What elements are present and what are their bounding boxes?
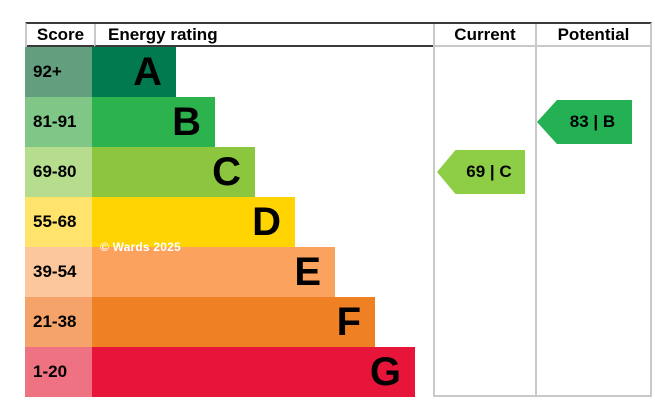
band-score-range: 55-68 bbox=[25, 197, 92, 247]
band-score-range: 39-54 bbox=[25, 247, 92, 297]
band-letter: E bbox=[294, 250, 321, 294]
epc-band-row-g: 1-20 G bbox=[25, 347, 652, 397]
epc-chart: Score Energy rating Current Potential 92… bbox=[25, 22, 652, 397]
epc-band-row-e: 39-54 E bbox=[25, 247, 652, 297]
epc-band-row-a: 92+ A bbox=[25, 47, 652, 97]
band-score-range: 1-20 bbox=[25, 347, 92, 397]
band-letter: A bbox=[133, 50, 162, 94]
potential-rating-arrow: 83 | B bbox=[537, 100, 632, 144]
band-letter: F bbox=[336, 300, 361, 344]
epc-band-row-b: 81-91 B bbox=[25, 97, 652, 147]
band-bar: B bbox=[92, 97, 215, 147]
epc-band-row-d: 55-68 D bbox=[25, 197, 652, 247]
band-bar: F bbox=[92, 297, 375, 347]
band-bar: E bbox=[92, 247, 335, 297]
band-score-range: 92+ bbox=[25, 47, 92, 97]
epc-header-row: Score Energy rating Current Potential bbox=[25, 22, 652, 47]
header-potential: Potential bbox=[535, 24, 650, 47]
band-bar: D bbox=[92, 197, 295, 247]
band-letter: D bbox=[252, 200, 281, 244]
band-score-range: 21-38 bbox=[25, 297, 92, 347]
current-rating-arrow: 69 | C bbox=[437, 150, 525, 194]
band-letter: C bbox=[212, 150, 241, 194]
band-bar: A bbox=[92, 47, 176, 97]
band-score-range: 81-91 bbox=[25, 97, 92, 147]
epc-band-row-c: 69-80 C bbox=[25, 147, 652, 197]
band-letter: G bbox=[369, 350, 401, 394]
copyright-watermark: © Wards 2025 bbox=[100, 240, 181, 254]
band-bar: G bbox=[92, 347, 415, 397]
header-energy-rating: Energy rating bbox=[94, 24, 433, 47]
band-bar: C bbox=[92, 147, 255, 197]
header-current: Current bbox=[433, 24, 535, 47]
band-letter: B bbox=[172, 100, 201, 144]
epc-bands: 92+ A 81-91 B 69-80 C 55-68 D 39-54 bbox=[25, 47, 652, 397]
band-score-range: 69-80 bbox=[25, 147, 92, 197]
epc-band-row-f: 21-38 F bbox=[25, 297, 652, 347]
header-score: Score bbox=[27, 24, 94, 47]
